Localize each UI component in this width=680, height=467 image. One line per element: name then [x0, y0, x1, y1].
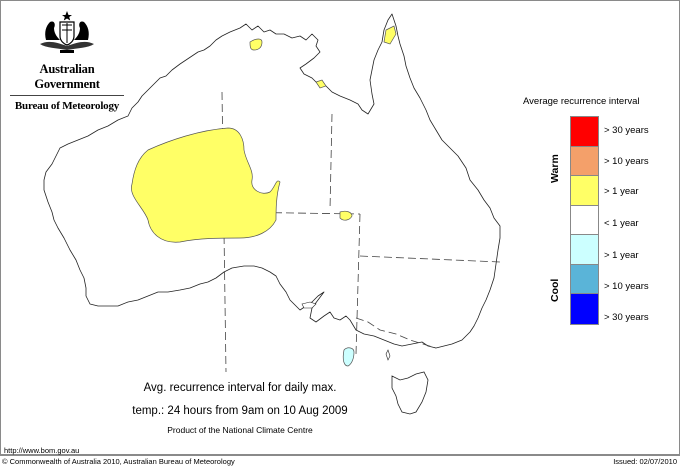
warm-regions: [131, 25, 397, 243]
australia-map: [43, 13, 501, 415]
coastline: [43, 13, 501, 349]
warm-region-central-wa: [131, 127, 281, 243]
legend-label: > 30 years: [604, 312, 649, 323]
legend-swatch-cool-10: [571, 264, 598, 294]
cool-region-se-sa: [342, 347, 355, 367]
warm-region-top-end: [249, 38, 263, 51]
king-island: [385, 349, 391, 361]
legend-swatch-cool-1: [571, 235, 598, 265]
map-credit: Product of the National Climate Centre: [167, 425, 313, 435]
state-borders: [221, 91, 501, 373]
divider: [10, 95, 124, 96]
map-title-line2: temp.: 24 hours from 9am on 10 Aug 2009: [132, 405, 348, 417]
legend-group-cool: Cool: [549, 278, 561, 302]
legend-swatch-warm-30: [571, 117, 598, 147]
warm-region-sa-north: [339, 210, 353, 221]
legend-color-bar: [570, 116, 599, 325]
legend-group-warm: Warm: [549, 154, 561, 183]
website-link[interactable]: http://www.bom.gov.au: [4, 446, 80, 455]
issued-date: Issued: 02/07/2010: [613, 457, 677, 466]
agency-name: Bureau of Meteorology: [14, 100, 120, 112]
organisation-name: Australian Government: [34, 62, 100, 91]
legend-swatch-normal: [571, 205, 598, 235]
map-title-line1: Avg. recurrence interval for daily max.: [143, 382, 337, 394]
legend-swatch-warm-1: [571, 176, 598, 206]
legend-label: > 1 year: [604, 186, 639, 197]
tasmania: [391, 371, 429, 415]
legend-label: > 30 years: [604, 125, 649, 136]
legend-swatch-warm-10: [571, 146, 598, 176]
warm-region-gulf: [315, 79, 327, 89]
copyright-notice: © Commonwealth of Australia 2010, Austra…: [2, 457, 235, 466]
warm-region-cape-york: [383, 25, 397, 45]
bom-logo: Australian Government Bureau of Meteorol…: [8, 10, 126, 112]
coat-of-arms-icon: [40, 11, 94, 53]
legend-title: Average recurrence interval: [523, 96, 640, 107]
legend-label: > 10 years: [604, 281, 649, 292]
legend-swatch-cool-30: [571, 294, 598, 324]
kangaroo-island: [301, 301, 317, 309]
legend-label: > 10 years: [604, 156, 649, 167]
legend-label: > 1 year: [604, 250, 639, 261]
legend-label: < 1 year: [604, 218, 639, 229]
